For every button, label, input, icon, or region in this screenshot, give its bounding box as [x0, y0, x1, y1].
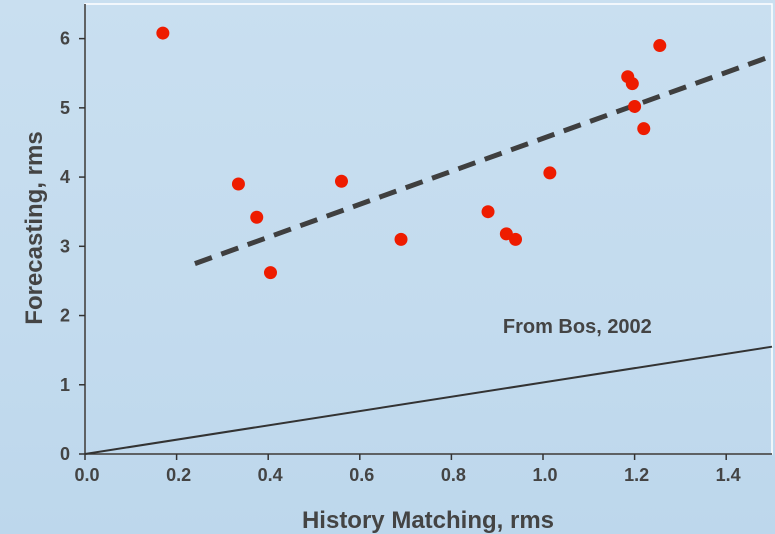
y-tick-label: 4	[60, 167, 70, 187]
data-point	[231, 177, 245, 191]
x-tick-label: 1.0	[532, 465, 557, 485]
x-axis-title: History Matching, rms	[302, 507, 554, 534]
x-tick-label: 1.2	[624, 465, 649, 485]
trend-line-dashed	[194, 53, 773, 266]
data-point	[625, 77, 639, 91]
data-point	[481, 205, 495, 219]
x-tick-label: 0.0	[74, 465, 99, 485]
y-tick-label: 2	[60, 306, 70, 326]
reference-line	[84, 345, 773, 455]
x-tick-label: 0.6	[349, 465, 374, 485]
x-axis-ticks: 0.0 0.2 0.4 0.6 0.8 1.0 1.2 1.4	[74, 454, 741, 485]
y-tick-label: 5	[60, 98, 70, 118]
x-tick-label: 0.2	[166, 465, 191, 485]
data-point	[509, 232, 523, 246]
x-tick-label: 0.4	[258, 465, 283, 485]
data-point	[628, 99, 642, 113]
data-point	[637, 122, 651, 136]
y-tick-label: 3	[60, 236, 70, 256]
plot-frame	[84, 3, 773, 455]
y-tick-label: 0	[60, 444, 70, 464]
data-point	[263, 266, 277, 280]
series-layer	[84, 26, 773, 455]
y-tick-label: 1	[60, 375, 70, 395]
y-axis-title: Forecasting, rms	[21, 131, 48, 324]
x-tick-label: 1.4	[716, 465, 741, 485]
y-axis-ticks: 0 1 2 3 4 5 6	[60, 29, 85, 464]
annotation-text: From Bos, 2002	[503, 316, 652, 338]
data-point	[156, 26, 170, 40]
data-point	[653, 39, 667, 53]
data-point	[394, 232, 408, 246]
x-tick-label: 0.8	[441, 465, 466, 485]
data-point	[334, 174, 348, 188]
data-point	[250, 210, 264, 224]
data-point	[543, 166, 557, 180]
y-tick-label: 6	[60, 29, 70, 49]
